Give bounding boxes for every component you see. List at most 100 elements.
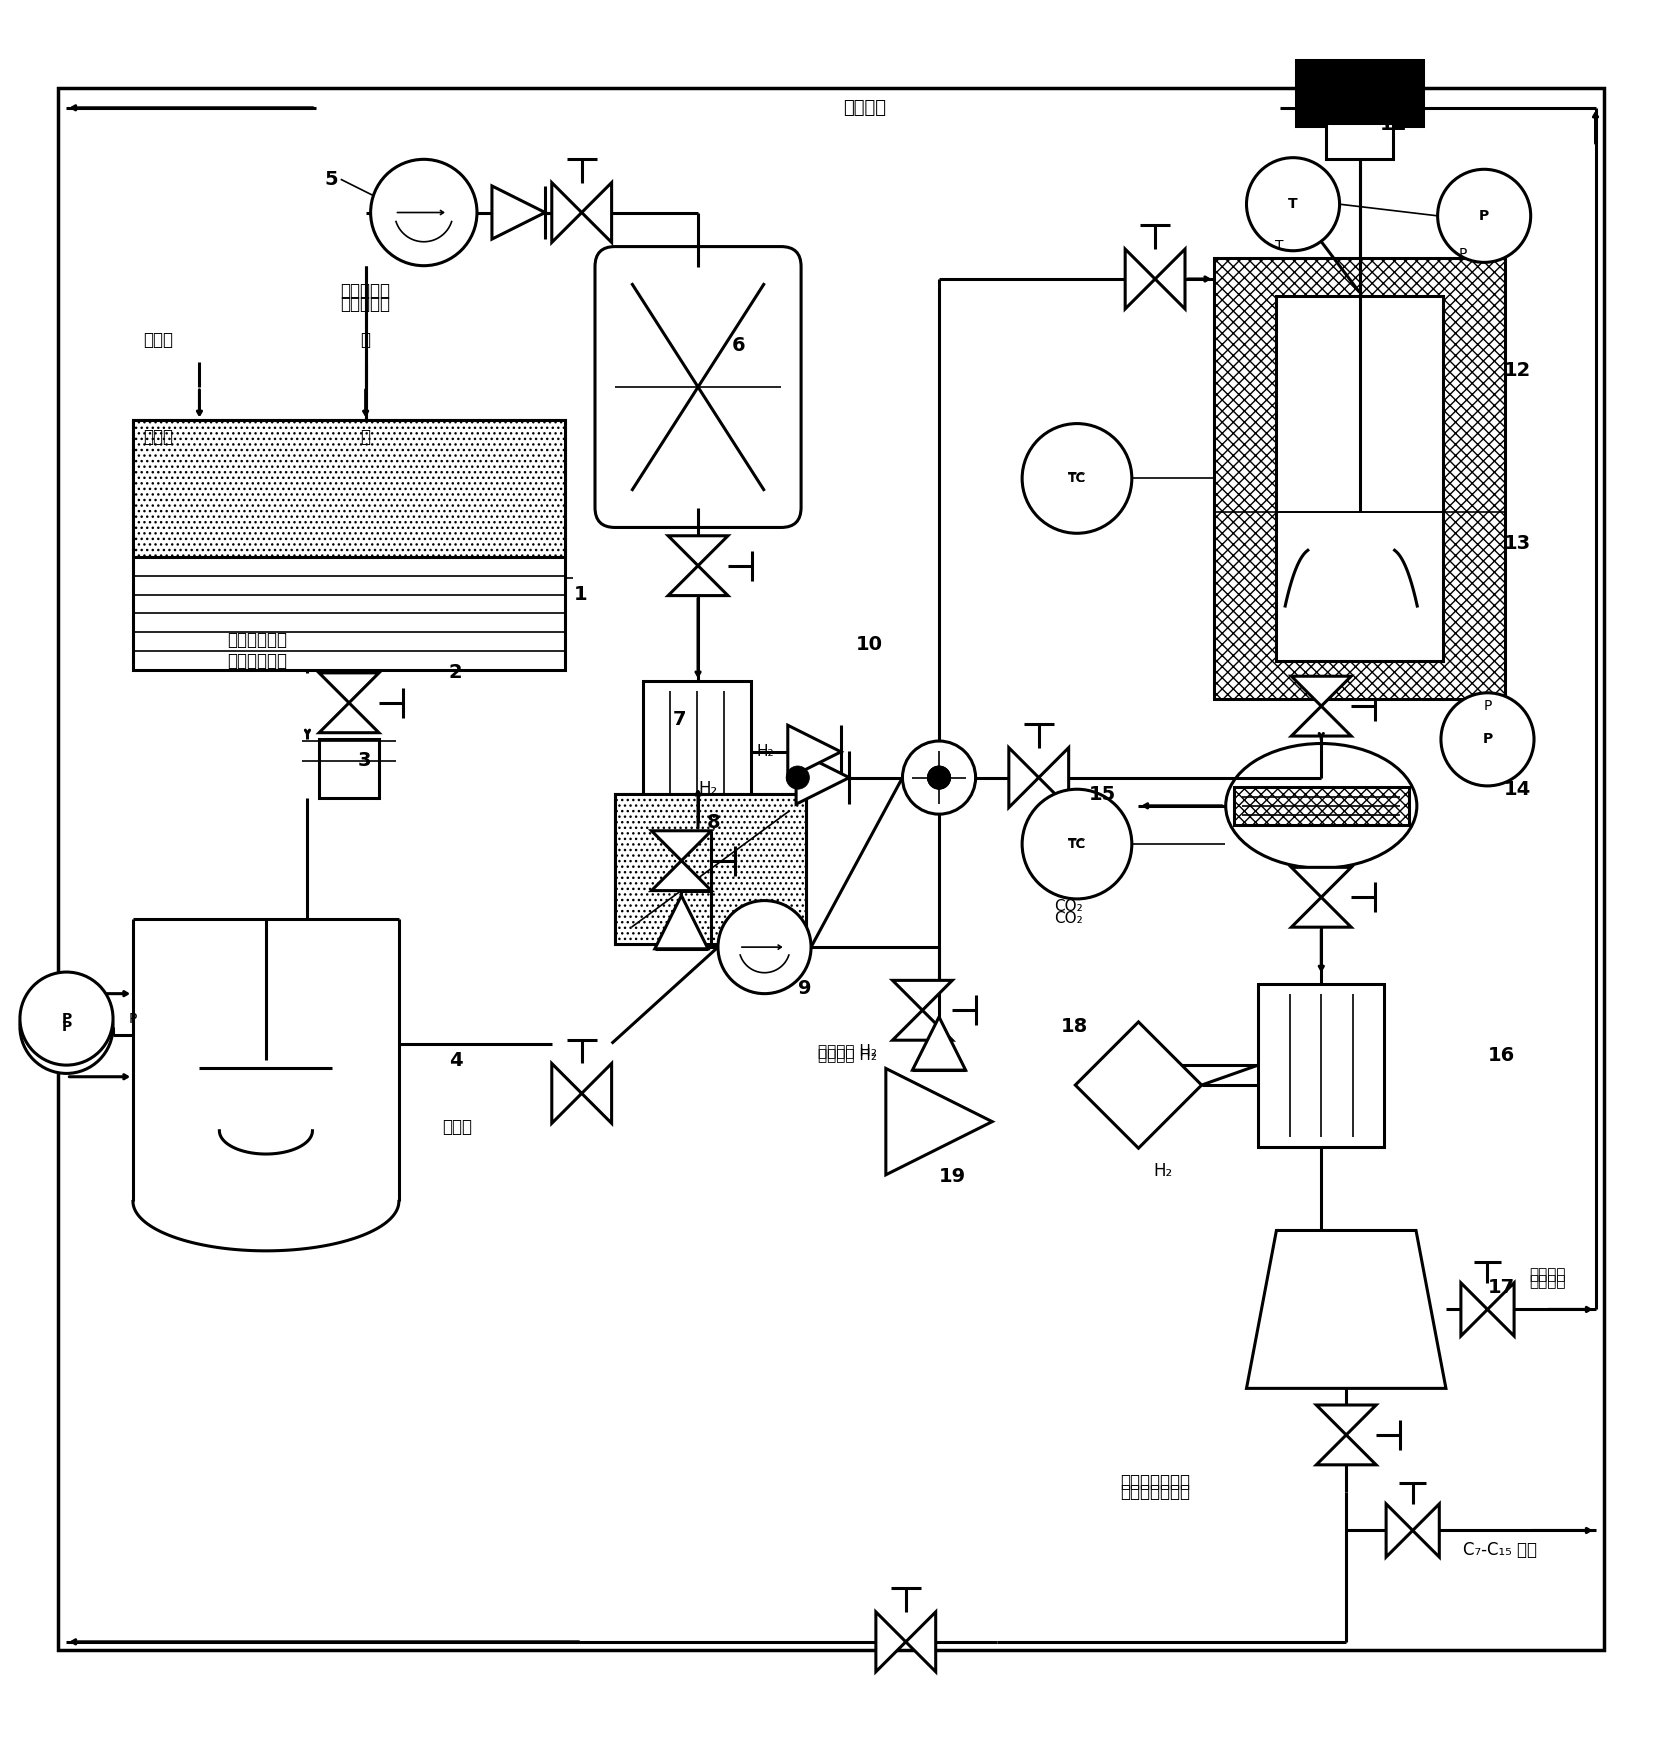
Bar	[1296, 59, 1423, 127]
Circle shape	[927, 766, 951, 789]
Polygon shape	[1291, 897, 1351, 926]
Text: 8: 8	[706, 813, 720, 833]
Polygon shape	[906, 1611, 936, 1672]
Polygon shape	[892, 1010, 952, 1039]
Text: 生物油: 生物油	[143, 332, 173, 349]
Circle shape	[20, 972, 113, 1065]
Circle shape	[20, 980, 113, 1074]
Polygon shape	[1316, 1436, 1376, 1465]
Text: 18: 18	[1060, 1017, 1087, 1036]
Polygon shape	[655, 895, 708, 949]
Text: P: P	[1483, 699, 1492, 713]
Circle shape	[1246, 158, 1340, 250]
Text: 生物油: 生物油	[143, 428, 173, 447]
Text: 水溶性组分: 水溶性组分	[341, 295, 391, 313]
Text: P: P	[128, 1012, 138, 1025]
Text: P: P	[61, 1012, 71, 1025]
Text: CO₂: CO₂	[1054, 899, 1084, 914]
Circle shape	[902, 740, 976, 813]
Bar	[643, 681, 751, 822]
Text: 溶剂回流: 溶剂回流	[843, 99, 886, 116]
Circle shape	[786, 766, 809, 789]
Bar	[319, 739, 379, 798]
Text: 水: 水	[361, 428, 371, 447]
Text: TC: TC	[1069, 838, 1085, 850]
Polygon shape	[1039, 747, 1069, 808]
Text: 辅助供给 H₂: 辅助供给 H₂	[818, 1048, 878, 1062]
Polygon shape	[876, 1611, 906, 1672]
Circle shape	[927, 766, 951, 789]
Text: 2: 2	[449, 664, 462, 683]
Text: 5: 5	[324, 170, 337, 189]
Text: 12: 12	[1504, 362, 1531, 381]
Text: P: P	[1483, 732, 1492, 746]
Text: 3: 3	[357, 751, 371, 770]
Polygon shape	[1291, 676, 1351, 706]
Text: P: P	[1479, 209, 1489, 222]
Circle shape	[1022, 789, 1132, 899]
Ellipse shape	[1225, 744, 1416, 869]
Polygon shape	[1009, 747, 1039, 808]
Text: 13: 13	[1504, 534, 1531, 553]
Text: 溶剂回流: 溶剂回流	[1529, 1267, 1566, 1283]
Polygon shape	[1291, 706, 1351, 735]
Polygon shape	[652, 831, 711, 860]
Bar	[1233, 787, 1409, 824]
Bar	[1213, 259, 1506, 699]
Polygon shape	[796, 751, 849, 805]
Text: 11: 11	[1379, 115, 1406, 134]
Text: H₂: H₂	[1153, 1163, 1173, 1180]
Bar	[615, 794, 806, 944]
Text: 17: 17	[1487, 1279, 1514, 1297]
Polygon shape	[892, 980, 952, 1010]
Text: 9: 9	[798, 978, 811, 998]
Text: 7: 7	[673, 709, 686, 728]
Circle shape	[371, 160, 477, 266]
Polygon shape	[552, 182, 582, 242]
Polygon shape	[319, 702, 379, 733]
Polygon shape	[788, 725, 841, 779]
Circle shape	[718, 900, 811, 994]
Circle shape	[1441, 693, 1534, 786]
Polygon shape	[1155, 249, 1185, 309]
Polygon shape	[1487, 1283, 1514, 1337]
Polygon shape	[668, 535, 728, 565]
Text: TC: TC	[1069, 473, 1085, 485]
Polygon shape	[1291, 867, 1351, 897]
Text: 19: 19	[939, 1166, 966, 1185]
Text: T: T	[1288, 196, 1298, 212]
Polygon shape	[492, 186, 545, 240]
Text: T: T	[1275, 238, 1285, 252]
Text: 6: 6	[731, 335, 745, 355]
Text: 辅助供给 H₂: 辅助供给 H₂	[818, 1043, 878, 1058]
Polygon shape	[652, 860, 711, 890]
Text: H₂: H₂	[698, 780, 718, 798]
Text: 溶剂回流: 溶剂回流	[1529, 1274, 1566, 1288]
Polygon shape	[912, 1017, 966, 1071]
Text: 16: 16	[1487, 1046, 1514, 1065]
Text: 非水溶性组分: 非水溶性组分	[228, 652, 288, 671]
Text: 水溶性组分: 水溶性组分	[341, 282, 391, 299]
Text: 非水溶性组分: 非水溶性组分	[228, 631, 288, 648]
Text: 废液、废渣回收: 废液、废渣回收	[1120, 1483, 1190, 1502]
Text: TC: TC	[1069, 838, 1085, 852]
Text: 废液、废渣回收: 废液、废渣回收	[1120, 1474, 1190, 1491]
Text: P: P	[61, 1020, 71, 1034]
Circle shape	[1438, 169, 1531, 262]
Bar	[1326, 123, 1393, 160]
Circle shape	[1022, 424, 1132, 534]
Text: 水: 水	[361, 332, 371, 349]
Polygon shape	[1125, 249, 1155, 309]
Polygon shape	[1075, 1022, 1202, 1149]
Text: TC: TC	[1069, 471, 1085, 485]
Polygon shape	[1316, 1404, 1376, 1436]
Text: P: P	[1458, 247, 1468, 261]
Text: 1: 1	[573, 586, 587, 605]
Bar	[133, 421, 565, 558]
Polygon shape	[1246, 1231, 1446, 1389]
Text: 15: 15	[1089, 786, 1115, 803]
Bar	[133, 421, 565, 669]
Polygon shape	[668, 565, 728, 596]
Polygon shape	[319, 673, 379, 702]
Text: 14: 14	[1504, 780, 1531, 799]
